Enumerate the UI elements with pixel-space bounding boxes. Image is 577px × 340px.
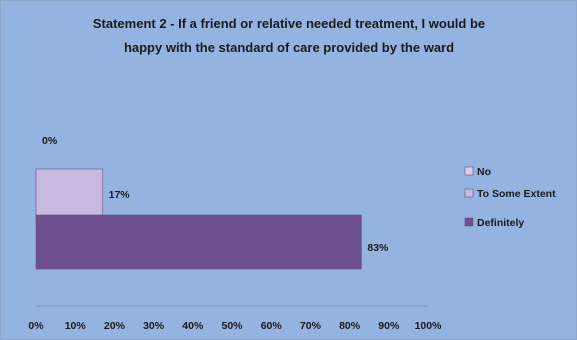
x-tick-label: 30% xyxy=(143,320,165,332)
data-label-definitely: 83% xyxy=(367,242,389,254)
x-tick-label: 100% xyxy=(415,320,443,332)
data-label-to-some-extent: 17% xyxy=(109,189,131,201)
x-tick-label: 0% xyxy=(28,320,44,332)
x-tick-label: 80% xyxy=(339,320,361,332)
legend-label-to-some-extent: To Some Extent xyxy=(477,188,556,200)
bars-layer: 0% 17% 83% xyxy=(35,135,389,270)
x-tick-label: 60% xyxy=(261,320,283,332)
x-tick-label: 90% xyxy=(378,320,400,332)
x-tick-label: 20% xyxy=(104,320,126,332)
x-axis-ticks: 0% 10% 20% 30% 40% 50% 60% 70% 80% 90% 100% xyxy=(28,320,442,332)
data-label-no: 0% xyxy=(42,135,58,147)
bar-definitely xyxy=(35,214,362,270)
x-tick-label: 50% xyxy=(221,320,243,332)
legend-label-definitely: Definitely xyxy=(477,217,524,229)
legend-swatch-no xyxy=(464,166,474,176)
legend-label-no: No xyxy=(477,166,491,178)
x-tick-label: 70% xyxy=(300,320,322,332)
legend-swatch-definitely xyxy=(464,217,474,227)
chart-title-line-1: Statement 2 - If a friend or relative ne… xyxy=(93,16,485,31)
x-tick-label: 40% xyxy=(182,320,204,332)
x-tick-label: 10% xyxy=(65,320,87,332)
legend-swatch-to-some-extent xyxy=(464,188,474,198)
chart-title-line-2: happy with the standard of care provided… xyxy=(124,40,454,55)
legend: No To Some Extent Definitely xyxy=(464,166,556,229)
bar-to-some-extent xyxy=(35,168,103,218)
